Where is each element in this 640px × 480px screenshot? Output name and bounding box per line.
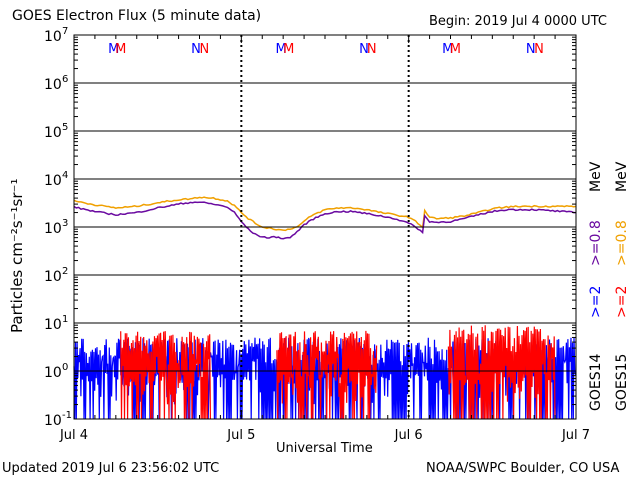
marker-n: N (367, 42, 377, 57)
legend-goes14-gt2: >=2 (588, 285, 604, 318)
marker-n: N (191, 42, 201, 57)
marker-m: M (283, 42, 294, 57)
legend-goes14: GOES14 (588, 353, 604, 411)
legend-goes14-mev: MeV (588, 161, 604, 192)
y-tick-exponent: 1 (62, 314, 68, 325)
legend-goes15-gt2: >=2 (614, 285, 630, 318)
marker-n: N (359, 42, 369, 57)
y-tick-exponent: 5 (62, 122, 68, 133)
credit-text: NOAA/SWPC Boulder, CO USA (426, 461, 620, 476)
marker-n: N (526, 42, 536, 57)
y-tick-label: 10 (44, 77, 62, 93)
begin-date: Begin: 2019 Jul 4 0000 UTC (429, 14, 607, 29)
updated-timestamp: Updated 2019 Jul 6 23:56:02 UTC (2, 461, 220, 476)
x-axis-label: Universal Time (276, 441, 373, 456)
y-tick-label: 10 (44, 413, 62, 429)
y-axis-label: Particles cm⁻²s⁻¹sr⁻¹ (8, 178, 26, 333)
x-tick-label: Jul 6 (394, 428, 423, 443)
y-tick-exponent: -1 (62, 410, 72, 421)
y-tick-label: 10 (44, 317, 62, 333)
legend-goes14-gt08: >=0.8 (588, 220, 604, 266)
legend-goes15-mev: MeV (614, 161, 630, 192)
marker-m: M (442, 42, 453, 57)
y-tick-label: 10 (44, 221, 62, 237)
y-tick-exponent: 4 (62, 170, 68, 181)
marker-m: M (115, 42, 126, 57)
legend-goes15-gt08: >=0.8 (614, 220, 630, 266)
x-tick-label: Jul 7 (561, 428, 590, 443)
y-tick-label: 10 (44, 365, 62, 381)
y-tick-exponent: 3 (62, 218, 68, 229)
marker-m: M (275, 42, 286, 57)
page-title: GOES Electron Flux (5 minute data) (12, 8, 262, 24)
y-tick-label: 10 (44, 29, 62, 45)
marker-m: M (108, 42, 119, 57)
series-line-goes14-gt08 (73, 201, 576, 240)
y-tick-label: 10 (44, 269, 62, 285)
x-tick-label: Jul 5 (226, 428, 255, 443)
series-line-goes15-gt08 (73, 196, 577, 232)
y-tick-exponent: 7 (62, 26, 68, 37)
y-tick-exponent: 0 (62, 362, 68, 373)
y-tick-exponent: 2 (62, 266, 68, 277)
marker-m: M (450, 42, 461, 57)
marker-n: N (534, 42, 544, 57)
marker-n: N (200, 42, 210, 57)
y-tick-exponent: 6 (62, 74, 68, 85)
y-tick-label: 10 (44, 125, 62, 141)
series-line-goes15-gt2-segment-0 (120, 331, 211, 420)
y-tick-label: 10 (44, 173, 62, 189)
x-tick-label: Jul 4 (59, 428, 88, 443)
series-line-goes15-gt2-segment-2 (447, 325, 556, 420)
legend-goes15: GOES15 (614, 353, 630, 411)
